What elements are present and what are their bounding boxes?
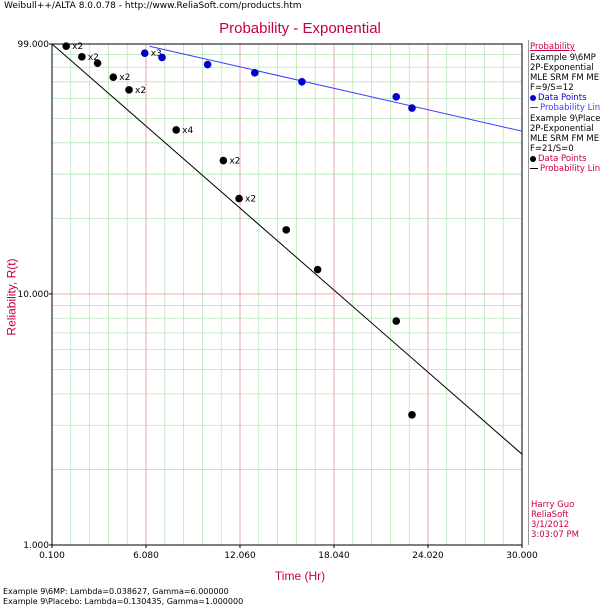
dot-icon xyxy=(530,155,536,162)
legend: Probability Example 9\6MP 2P-Exponential… xyxy=(530,42,600,174)
legend-placebo-points-label: Data Points xyxy=(538,154,587,164)
data-point-placebo xyxy=(235,194,243,203)
data-point-6mp xyxy=(408,104,416,112)
data-point-placebo xyxy=(78,53,86,61)
data-point-label-placebo: x2 xyxy=(88,53,99,63)
plot-area xyxy=(52,44,522,545)
legend-block-placebo: Example 9\Placebo 2P-Exponential MLE SRM… xyxy=(530,114,600,174)
y-tick-label: 99.000 xyxy=(18,40,50,50)
probability-line-6mp xyxy=(149,45,522,132)
data-point-6mp xyxy=(250,69,259,77)
legend-6mp-points-label: Data Points xyxy=(538,93,587,103)
legend-6mp-line-3: F=9/S=12 xyxy=(530,83,574,93)
legend-divider xyxy=(528,40,529,545)
x-tick-label: 30.000 xyxy=(506,551,538,561)
data-point-label-placebo: x2 xyxy=(135,86,146,96)
data-point-6mp xyxy=(392,92,401,101)
legend-6mp-line: Probability Line xyxy=(530,103,600,113)
data-point-placebo xyxy=(219,156,228,165)
line-icon xyxy=(530,168,538,169)
y-tick-label: 1.000 xyxy=(23,541,49,551)
data-point-placebo xyxy=(62,42,70,51)
y-tick-label: 10.000 xyxy=(18,290,50,300)
data-point-6mp xyxy=(298,77,306,86)
data-point-placebo xyxy=(313,265,322,274)
footer-line-placebo: Example 9\Placebo: Lambda=0.130435, Gamm… xyxy=(3,597,244,606)
data-point-placebo xyxy=(408,411,416,419)
data-point-label-placebo: x4 xyxy=(182,126,193,136)
author-name: Harry Guo xyxy=(531,500,575,510)
x-tick-label: 12.060 xyxy=(224,551,256,561)
plot-frame xyxy=(51,43,523,546)
legend-placebo-line-3: F=21/S=0 xyxy=(530,144,574,154)
data-point-placebo xyxy=(109,73,118,82)
author-block: Harry Guo ReliaSoft 3/1/2012 3:03:07 PM xyxy=(531,500,579,540)
data-point-placebo xyxy=(392,317,401,325)
data-point-placebo xyxy=(282,226,291,234)
data-point-label-placebo: x2 xyxy=(72,42,83,52)
legend-placebo-points: Data Points xyxy=(530,154,600,164)
author-date: 3/1/2012 xyxy=(531,520,570,530)
author-company: ReliaSoft xyxy=(531,510,569,520)
legend-6mp-line-label: Probability Line xyxy=(540,103,600,113)
data-point-label-placebo: x2 xyxy=(119,73,130,83)
data-point-placebo xyxy=(93,59,102,68)
x-tick-label: 18.040 xyxy=(318,551,350,561)
line-icon xyxy=(530,107,538,108)
data-point-label-placebo: x2 xyxy=(229,157,240,167)
footer-line-6mp: Example 9\6MP: Lambda=0.038627, Gamma=6.… xyxy=(3,587,229,596)
data-point-6mp xyxy=(158,53,166,62)
window-title: Weibull++/ALTA 8.0.0.78 - http://www.Rel… xyxy=(4,1,302,11)
legend-placebo-line-2: MLE SRM FM MED xyxy=(530,134,600,144)
data-point-6mp xyxy=(140,49,149,57)
legend-header: Probability xyxy=(530,42,575,52)
probability-line-placebo xyxy=(52,44,522,455)
legend-6mp-line-0: Example 9\6MP xyxy=(530,53,596,63)
x-tick-label: 6.080 xyxy=(133,551,159,561)
legend-block-6mp: Example 9\6MP 2P-Exponential MLE SRM FM … xyxy=(530,53,600,113)
legend-placebo-line-1: 2P-Exponential xyxy=(530,124,594,134)
author-time: 3:03:07 PM xyxy=(531,530,579,540)
data-point-label-placebo: x2 xyxy=(245,195,256,205)
legend-6mp-line-1: 2P-Exponential xyxy=(530,63,594,73)
legend-placebo-line-0: Example 9\Placebo xyxy=(530,114,600,124)
dot-icon xyxy=(530,94,536,101)
legend-6mp-line-2: MLE SRM FM MED xyxy=(530,73,600,83)
data-point-placebo xyxy=(172,126,180,134)
data-point-label-6mp: x3 xyxy=(151,49,162,59)
legend-placebo-line-label: Probability Line xyxy=(540,164,600,174)
chart-title: Probability - Exponential xyxy=(219,20,381,37)
legend-6mp-points: Data Points xyxy=(530,93,600,103)
data-point-6mp xyxy=(203,60,212,69)
x-axis-label: Time (Hr) xyxy=(274,569,326,583)
legend-placebo-line: Probability Line xyxy=(530,164,600,174)
x-tick-label: 24.020 xyxy=(412,551,444,561)
data-point-placebo xyxy=(125,86,133,94)
x-tick-label: 0.100 xyxy=(39,551,65,561)
